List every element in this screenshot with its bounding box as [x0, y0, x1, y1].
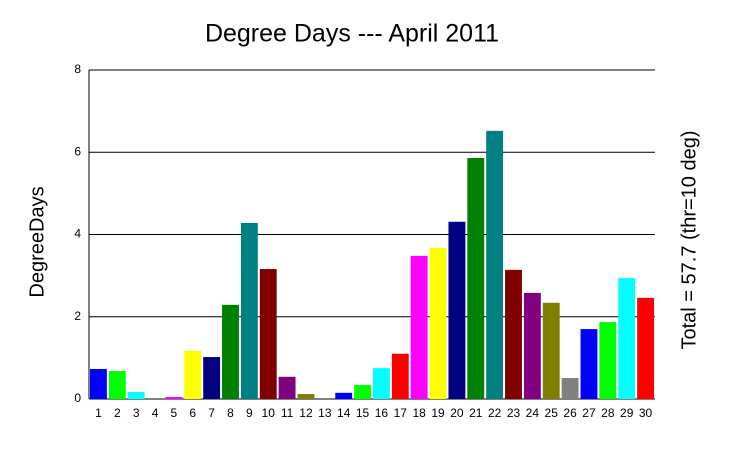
x-tick-label: 5: [171, 406, 178, 420]
y-axis-label: DegreeDays: [26, 186, 48, 297]
x-tick-label: 18: [412, 406, 426, 420]
x-tick-label: 17: [394, 406, 408, 420]
bar: [165, 396, 183, 399]
bar: [505, 269, 522, 399]
x-tick-label: 22: [488, 406, 502, 420]
x-tick-label: 8: [227, 406, 234, 420]
bar: [222, 304, 239, 399]
x-tick-label: 6: [189, 406, 196, 420]
bar: [486, 130, 504, 400]
bar: [448, 221, 466, 399]
x-tick-label: 13: [318, 406, 332, 420]
bar: [203, 357, 221, 399]
x-tick-label: 7: [208, 406, 215, 420]
bar: [523, 292, 541, 399]
bar: [410, 255, 428, 399]
x-tick-label: 23: [507, 406, 521, 420]
x-tick-label: 26: [563, 406, 577, 420]
x-tick-label: 19: [431, 406, 445, 420]
x-tick-label: 25: [545, 406, 559, 420]
bar: [278, 376, 296, 399]
y-tick-label: 4: [74, 227, 81, 241]
x-tick-label: 9: [246, 406, 253, 420]
x-tick-label: 27: [582, 406, 596, 420]
y-tick-label: 0: [74, 391, 81, 405]
x-tick-label: 1: [95, 406, 102, 420]
bar: [354, 385, 371, 399]
x-tick-label: 12: [299, 406, 313, 420]
bar: [373, 368, 390, 399]
x-tick-label: 20: [450, 406, 464, 420]
x-tick-label: 16: [375, 406, 389, 420]
y-tick-label: 2: [74, 309, 81, 323]
bar: [542, 302, 560, 399]
x-tick-label: 28: [601, 406, 615, 420]
bar: [467, 158, 485, 399]
y-tick-label: 6: [74, 144, 81, 158]
x-tick-label: 21: [469, 406, 483, 420]
bar: [618, 278, 636, 399]
bar: [637, 297, 654, 399]
y-tick-label: 8: [74, 62, 81, 76]
bar: [391, 353, 409, 399]
bar: [90, 368, 107, 399]
x-tick-label: 15: [356, 406, 370, 420]
x-tick-label: 4: [152, 406, 159, 420]
bar: [599, 322, 617, 399]
chart-title: Degree Days --- April 2011: [205, 20, 499, 48]
x-tick-label: 24: [526, 406, 540, 420]
x-tick-label: 14: [337, 406, 351, 420]
bar: [297, 394, 315, 399]
bar: [561, 378, 579, 399]
x-tick-label: 10: [262, 406, 276, 420]
x-tick-label: 2: [114, 406, 121, 420]
bar: [429, 248, 447, 399]
bar: [184, 350, 202, 399]
bar: [108, 371, 126, 399]
bar: [127, 392, 145, 399]
x-tick-label: 30: [639, 406, 653, 420]
bar: [240, 222, 258, 399]
bar: [335, 392, 353, 399]
x-tick-label: 29: [620, 406, 634, 420]
bar: [259, 269, 277, 399]
bar: [580, 329, 598, 399]
x-tick-label: 3: [133, 406, 140, 420]
x-tick-label: 11: [281, 406, 294, 420]
annotation: Total = 57.7 (thr=10 deg): [678, 130, 700, 349]
